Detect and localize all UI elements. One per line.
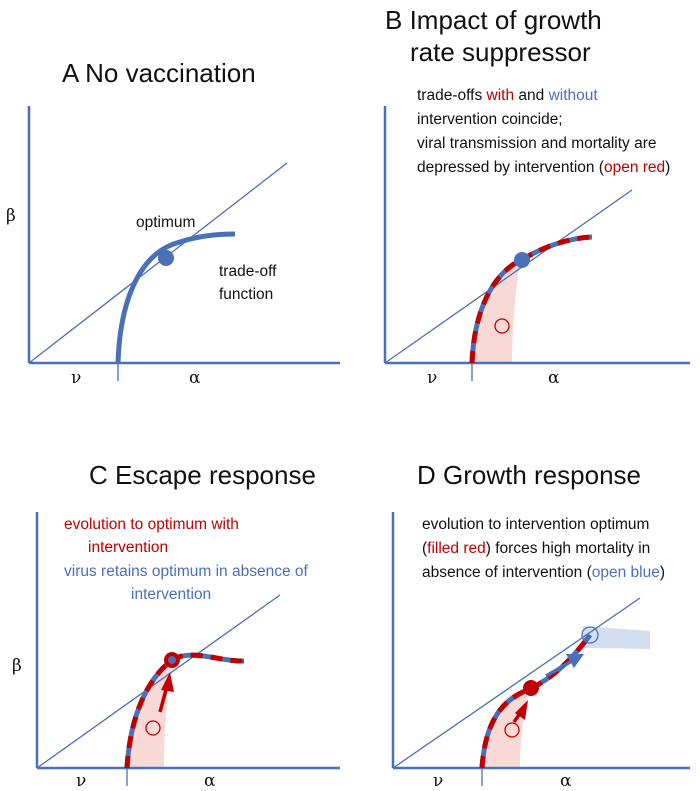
panel-d-optimum-dot	[523, 680, 539, 696]
panel-b-open-red-circle	[494, 318, 510, 334]
panel-c-tradeoff-red-dashes	[124, 652, 245, 769]
panel-b-title-line1: B Impact of growth	[385, 5, 602, 35]
panel-b-title-line2: rate suppressor	[410, 37, 591, 67]
panel-c-note-line4: intervention	[131, 586, 212, 603]
panel-b-alpha-label: α	[548, 368, 560, 388]
panel-b-diagonal	[384, 189, 633, 364]
panel-c-title: C Escape response	[89, 460, 316, 490]
panel-b-note: trade-offs with and without intervention…	[417, 84, 699, 180]
panel-c-open-red-circle	[145, 720, 161, 736]
panel-b-nu-label: ν	[427, 368, 438, 388]
panel-c-nu-label: ν	[76, 771, 87, 791]
panel-d-note-line2: (filled red) forces high mortality in	[422, 540, 651, 557]
panel-b-note-line4: depressed by intervention (open red)	[417, 159, 671, 176]
panel-c-note-line1: evolution to optimum with	[64, 516, 239, 533]
panel-a-nu-label: ν	[71, 368, 82, 388]
panel-c-plot	[35, 512, 340, 786]
panel-a-title: A No vaccination	[62, 58, 256, 88]
panel-d-open-red-circle	[504, 722, 520, 738]
panel-d-plot	[391, 512, 690, 786]
panel-a-optimum-label: optimum	[136, 214, 196, 231]
panel-d-blue-arrow-shaft	[545, 659, 573, 678]
panel-d-open-blue-circle	[581, 626, 599, 644]
panel-a-alpha-label: α	[189, 368, 201, 388]
panel-d-blue-arrowhead	[566, 654, 584, 668]
panel-b-note-line2: intervention coincide;	[417, 111, 563, 128]
panel-a-diagonal	[28, 162, 288, 364]
panel-c-evolution-arrowhead	[161, 672, 174, 692]
panel-d-diagonal	[392, 597, 641, 769]
panel-b-note-line3: viral transmission and mortality are	[417, 135, 657, 152]
panel-a-plot	[27, 106, 340, 381]
panel-d-evolution-arrowhead	[515, 700, 528, 720]
panel-d-note: evolution to intervention optimum (fille…	[422, 513, 700, 585]
panel-a-tradeoff-label-line1: trade-off	[219, 263, 277, 280]
panel-b-note-line1: trade-offs with and without	[417, 87, 598, 104]
panel-d-note-line3: absence of intervention (open blue)	[422, 564, 666, 581]
panel-b-plot	[383, 106, 690, 381]
panel-d-alpha-label: α	[560, 771, 572, 791]
panel-c-note-line2: intervention	[88, 539, 169, 556]
panel-a-tradeoff-curve	[115, 231, 236, 364]
panel-a-tradeoff-label-line2: function	[219, 286, 274, 303]
panel-d-title: D Growth response	[417, 460, 641, 490]
panel-a-optimum-dot	[158, 250, 174, 266]
panel-a-beta-label: β	[6, 206, 16, 226]
panel-c-shaded-region	[127, 660, 172, 768]
panel-c-note-line3: virus retains optimum in absence of	[64, 563, 308, 580]
panel-c-beta-label: β	[12, 656, 22, 676]
panel-d-shaded-region-blue	[583, 626, 650, 649]
panel-d-note-line1: evolution to intervention optimum	[422, 516, 650, 533]
panel-c-alpha-label: α	[204, 771, 216, 791]
panel-b-shaded-region	[472, 262, 520, 363]
panel-b-tradeoff-red-dashes	[469, 234, 593, 364]
panel-b-optimum-dot	[514, 252, 530, 268]
panel-c-optimum-dot-blue-overlay	[168, 656, 176, 664]
panel-c-diagonal	[36, 594, 281, 769]
panel-d-nu-label: ν	[433, 771, 444, 791]
